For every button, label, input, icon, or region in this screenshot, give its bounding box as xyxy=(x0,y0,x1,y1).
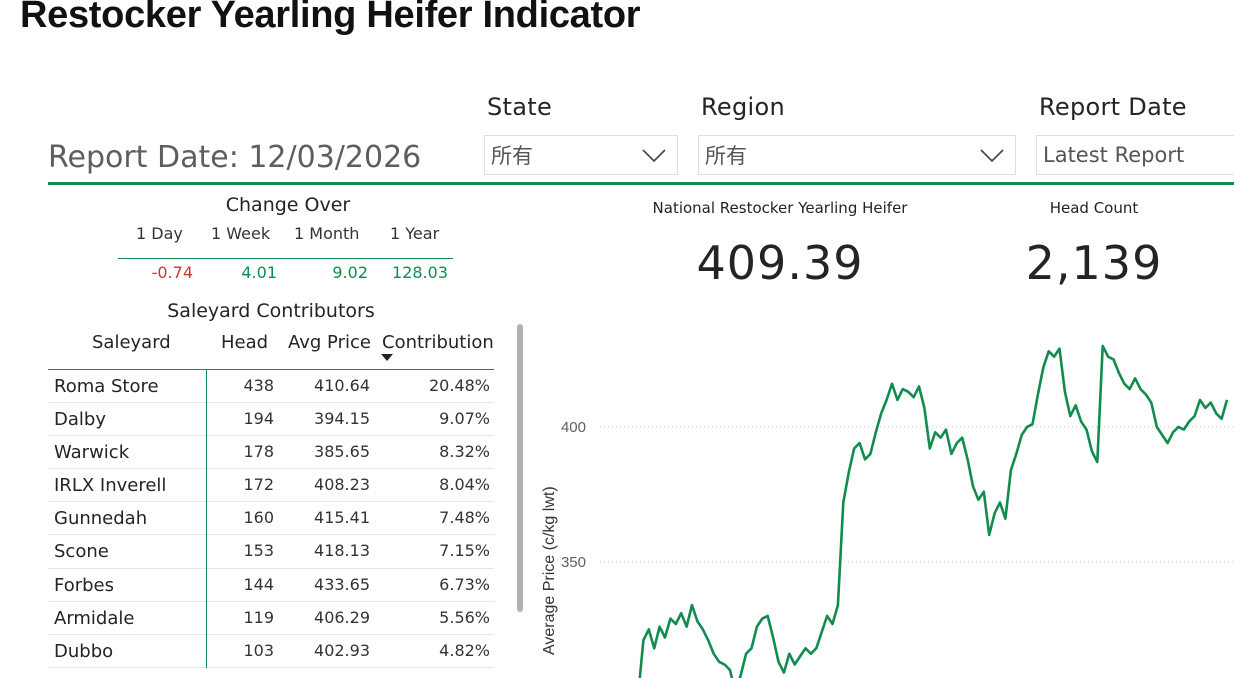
column-header-saleyard[interactable]: Saleyard xyxy=(92,332,171,353)
table-row[interactable]: Warwick 178 385.65 8.32% xyxy=(48,436,494,470)
table-row[interactable]: Dalby 194 394.15 9.07% xyxy=(48,403,494,437)
cell-avg-price: 385.65 xyxy=(314,442,370,462)
saleyard-contributors-title: Saleyard Contributors xyxy=(167,300,375,322)
period-1-month: 1 Month xyxy=(294,224,360,243)
cell-head: 172 xyxy=(243,475,274,495)
table-scrollbar[interactable] xyxy=(517,324,523,612)
table-header-divider xyxy=(48,369,494,370)
sort-descending-icon xyxy=(381,354,393,361)
report-date-heading: Report Date: 12/03/2026 xyxy=(48,140,422,175)
change-value-1-year: 128.03 xyxy=(392,263,448,282)
cell-saleyard: Warwick xyxy=(54,442,130,464)
change-over-divider xyxy=(118,258,453,259)
national-indicator-title: National Restocker Yearling Heifer xyxy=(652,199,908,217)
cell-saleyard: IRLX Inverell xyxy=(54,475,167,497)
cell-contribution: 20.48% xyxy=(428,376,490,395)
y-axis-title: Average Price (c/kg lwt) xyxy=(541,486,558,655)
table-row[interactable]: Forbes 144 433.65 6.73% xyxy=(48,569,494,602)
state-slicer-label: State xyxy=(487,93,553,121)
cell-contribution: 4.82% xyxy=(439,640,490,660)
cell-contribution: 8.04% xyxy=(439,475,490,495)
cell-avg-price: 418.13 xyxy=(314,541,370,561)
report-date-slicer-label: Report Date xyxy=(1039,93,1187,121)
cell-head: 144 xyxy=(243,574,274,594)
price-series-line xyxy=(638,344,1229,678)
cell-head: 119 xyxy=(243,607,274,627)
cell-contribution: 7.15% xyxy=(439,541,490,561)
contributors-table-body: Roma Store 438 410.64 20.48% Dalby 194 394.15 9… xyxy=(48,370,494,668)
cell-avg-price: 408.23 xyxy=(314,475,370,495)
state-dropdown-value: 所有 xyxy=(491,144,533,168)
cell-head: 194 xyxy=(243,409,274,429)
cell-contribution: 9.07% xyxy=(439,409,490,429)
y-tick-label: 350 xyxy=(561,554,586,571)
cell-avg-price: 410.64 xyxy=(314,376,370,395)
column-header-avg-price[interactable]: Avg Price xyxy=(288,332,371,353)
table-row-partial xyxy=(48,668,494,678)
cell-avg-price: 433.65 xyxy=(314,574,370,594)
cell-saleyard: Armidale xyxy=(54,607,135,629)
cell-contribution: 8.32% xyxy=(439,442,490,462)
state-dropdown[interactable]: 所有 xyxy=(484,135,678,175)
cell-avg-price: 415.41 xyxy=(314,508,370,528)
cell-head: 153 xyxy=(243,541,274,561)
table-row[interactable]: Gunnedah 160 415.41 7.48% xyxy=(48,502,494,536)
cell-head: 160 xyxy=(243,508,274,528)
column-header-contribution[interactable]: Contribution xyxy=(382,332,494,353)
change-value-1-week: 4.01 xyxy=(241,263,277,282)
header-divider xyxy=(48,182,1234,185)
cell-saleyard: Gunnedah xyxy=(54,508,148,530)
table-column-divider xyxy=(206,369,207,678)
region-dropdown[interactable]: 所有 xyxy=(698,135,1016,175)
change-value-1-day: -0.74 xyxy=(151,263,193,282)
head-count-value: 2,139 xyxy=(1025,236,1163,290)
cell-contribution: 6.73% xyxy=(439,574,490,594)
price-line-chart: 350 400 Average Price (c/kg lwt) xyxy=(541,344,1234,678)
cell-contribution: 7.48% xyxy=(439,508,490,528)
cell-saleyard: Scone xyxy=(54,541,109,563)
cell-saleyard: Forbes xyxy=(54,574,115,596)
report-date-dropdown-value: Latest Report xyxy=(1043,143,1185,167)
cell-head: 178 xyxy=(243,442,274,462)
period-1-week: 1 Week xyxy=(211,224,271,243)
chevron-down-icon xyxy=(980,149,1004,163)
change-over-title: Change Over xyxy=(225,194,351,216)
column-header-head[interactable]: Head xyxy=(221,332,269,353)
page-title: Restocker Yearling Heifer Indicator xyxy=(20,0,641,36)
change-value-1-month: 9.02 xyxy=(332,263,368,282)
cell-avg-price: 402.93 xyxy=(314,640,370,660)
report-date-dropdown[interactable]: Latest Report xyxy=(1036,135,1234,175)
table-row[interactable]: Roma Store 438 410.64 20.48% xyxy=(48,370,494,404)
cell-saleyard: Dubbo xyxy=(54,640,114,662)
region-dropdown-value: 所有 xyxy=(705,144,747,168)
head-count-title: Head Count xyxy=(1049,199,1139,217)
cell-contribution: 5.56% xyxy=(439,607,490,627)
cell-head: 438 xyxy=(243,376,274,395)
table-row[interactable]: Armidale 119 406.29 5.56% xyxy=(48,602,494,635)
region-slicer-label: Region xyxy=(701,93,785,121)
cell-head: 103 xyxy=(243,640,274,660)
table-row[interactable]: Scone 153 418.13 7.15% xyxy=(48,535,494,569)
table-row[interactable]: Dubbo 103 402.93 4.82% xyxy=(48,635,494,668)
chevron-down-icon xyxy=(642,149,666,163)
cell-avg-price: 406.29 xyxy=(314,607,370,627)
period-1-year: 1 Year xyxy=(390,224,440,243)
table-row[interactable]: IRLX Inverell 172 408.23 8.04% xyxy=(48,469,494,503)
national-indicator-value: 409.39 xyxy=(696,236,864,290)
y-tick-label: 400 xyxy=(561,419,586,436)
cell-saleyard: Roma Store xyxy=(54,376,159,397)
period-1-day: 1 Day xyxy=(136,224,183,243)
cell-saleyard: Dalby xyxy=(54,409,106,431)
cell-avg-price: 394.15 xyxy=(314,409,370,429)
